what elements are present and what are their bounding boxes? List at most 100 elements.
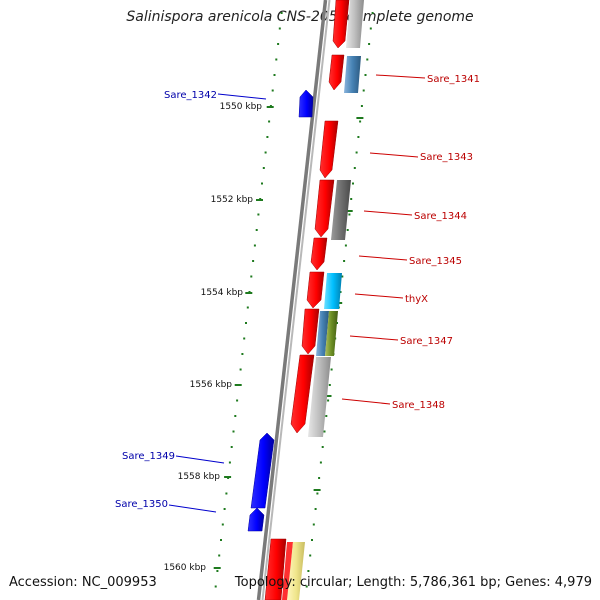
major-tick-mark: [224, 476, 232, 478]
tick-mark: [277, 43, 280, 45]
tick-mark: [271, 89, 274, 92]
left-gene-labels: Sare_1342 Sare_1349 Sare_1350: [115, 90, 267, 513]
gene-arrow[interactable]: [264, 538, 287, 600]
gene-arrow[interactable]: [290, 354, 315, 434]
tick-mark: [273, 74, 276, 76]
gene-arrow[interactable]: [250, 432, 275, 509]
tick-mark: [323, 430, 326, 433]
major-tick-mark: [345, 210, 353, 212]
feature-block[interactable]: [325, 311, 338, 356]
tick-mark: [255, 229, 258, 231]
tick-mark: [246, 306, 249, 309]
gene-arrow[interactable]: [301, 308, 320, 355]
tick-mark: [275, 58, 278, 61]
tick-mark: [230, 446, 233, 448]
tick-mark: [316, 492, 319, 495]
tick-mark: [218, 554, 221, 557]
tick-mark: [330, 368, 333, 371]
gene-arrow[interactable]: [328, 54, 345, 91]
tick-mark: [355, 151, 358, 154]
tick-mark: [325, 415, 328, 417]
tick-mark: [360, 105, 363, 107]
tick-mark: [234, 415, 237, 417]
tick-mark: [278, 27, 281, 30]
tick-mark: [305, 585, 308, 588]
gene-label-sare-1350[interactable]: Sare_1350: [115, 499, 168, 510]
major-tick-mark: [245, 292, 253, 294]
feature-block[interactable]: [287, 542, 305, 600]
kbp-label: 1554 kbp: [201, 288, 244, 298]
feature-block[interactable]: [344, 56, 361, 93]
tick-mark: [353, 167, 356, 169]
tick-mark: [261, 182, 263, 185]
tick-mark: [250, 275, 253, 278]
gene-label-thyx[interactable]: thyX: [405, 294, 428, 305]
gene-arrow[interactable]: [319, 120, 339, 179]
tick-mark: [232, 430, 235, 433]
reverse-genes: [264, 0, 350, 600]
gene-label-sare-1344[interactable]: Sare_1344: [414, 211, 467, 222]
gene-label-sare-1348[interactable]: Sare_1348: [392, 400, 445, 411]
tick-mark: [359, 120, 362, 123]
feature-block[interactable]: [324, 273, 342, 309]
tick-mark: [362, 89, 365, 92]
tick-mark: [266, 136, 269, 138]
tick-mark: [314, 508, 317, 510]
tick-mark: [344, 244, 347, 247]
feature-block[interactable]: [316, 311, 329, 356]
major-tick-mark: [356, 117, 364, 119]
major-tick-mark: [213, 567, 221, 569]
tick-mark: [268, 120, 271, 123]
feature-block[interactable]: [282, 542, 293, 600]
tick-mark: [241, 353, 244, 355]
gene-label-sare-1345[interactable]: Sare_1345: [409, 256, 462, 267]
tick-mark: [341, 275, 344, 278]
tick-mark: [280, 12, 283, 14]
tick-mark: [348, 213, 351, 216]
forward-genes: [247, 89, 314, 532]
gene-label-sare-1347[interactable]: Sare_1347: [400, 336, 453, 347]
tick-mark: [264, 151, 267, 154]
kbp-label: 1552 kbp: [211, 195, 254, 205]
kbp-label: 1560 kbp: [164, 563, 207, 573]
feature-block[interactable]: [308, 357, 331, 437]
genome-title: Salinispora arenicola CNS-205, complete …: [126, 9, 474, 25]
tick-mark: [343, 260, 346, 262]
gene-arrow[interactable]: [310, 237, 328, 271]
tick-mark: [252, 260, 255, 262]
gene-arrow[interactable]: [314, 179, 335, 238]
tick-mark: [318, 477, 321, 479]
feature-block[interactable]: [331, 180, 351, 240]
kbp-label: 1550 kbp: [220, 102, 263, 112]
tick-mark: [311, 539, 313, 541]
gene-label-sare-1341[interactable]: Sare_1341: [427, 74, 480, 85]
gene-label-sare-1349[interactable]: Sare_1349: [122, 451, 175, 462]
tick-mark: [309, 554, 312, 557]
gene-arrow[interactable]: [298, 89, 314, 118]
tick-mark: [245, 322, 247, 324]
major-tick-mark: [313, 489, 321, 491]
tick-mark: [223, 508, 226, 510]
tick-mark: [339, 291, 342, 293]
major-tick-mark: [324, 395, 332, 397]
tick-mark: [368, 43, 371, 45]
tick-mark: [239, 368, 242, 371]
gene-arrow[interactable]: [332, 0, 350, 49]
gene-label-sare-1342[interactable]: Sare_1342: [164, 90, 217, 101]
gene-arrow[interactable]: [247, 507, 265, 532]
gene-label-sare-1343[interactable]: Sare_1343: [420, 152, 473, 163]
genome-backbone: [256, 0, 331, 600]
tick-mark: [220, 539, 222, 541]
feature-block[interactable]: [346, 0, 364, 48]
tick-mark: [357, 136, 360, 138]
tick-mark: [253, 244, 256, 247]
tick-mark: [257, 213, 260, 216]
tick-mark: [336, 322, 338, 324]
major-tick-mark: [234, 384, 242, 386]
tick-mark: [327, 399, 330, 402]
gene-arrow[interactable]: [306, 271, 325, 309]
tick-mark: [366, 58, 369, 61]
major-tick-mark: [256, 199, 263, 201]
tick-mark: [352, 182, 354, 185]
